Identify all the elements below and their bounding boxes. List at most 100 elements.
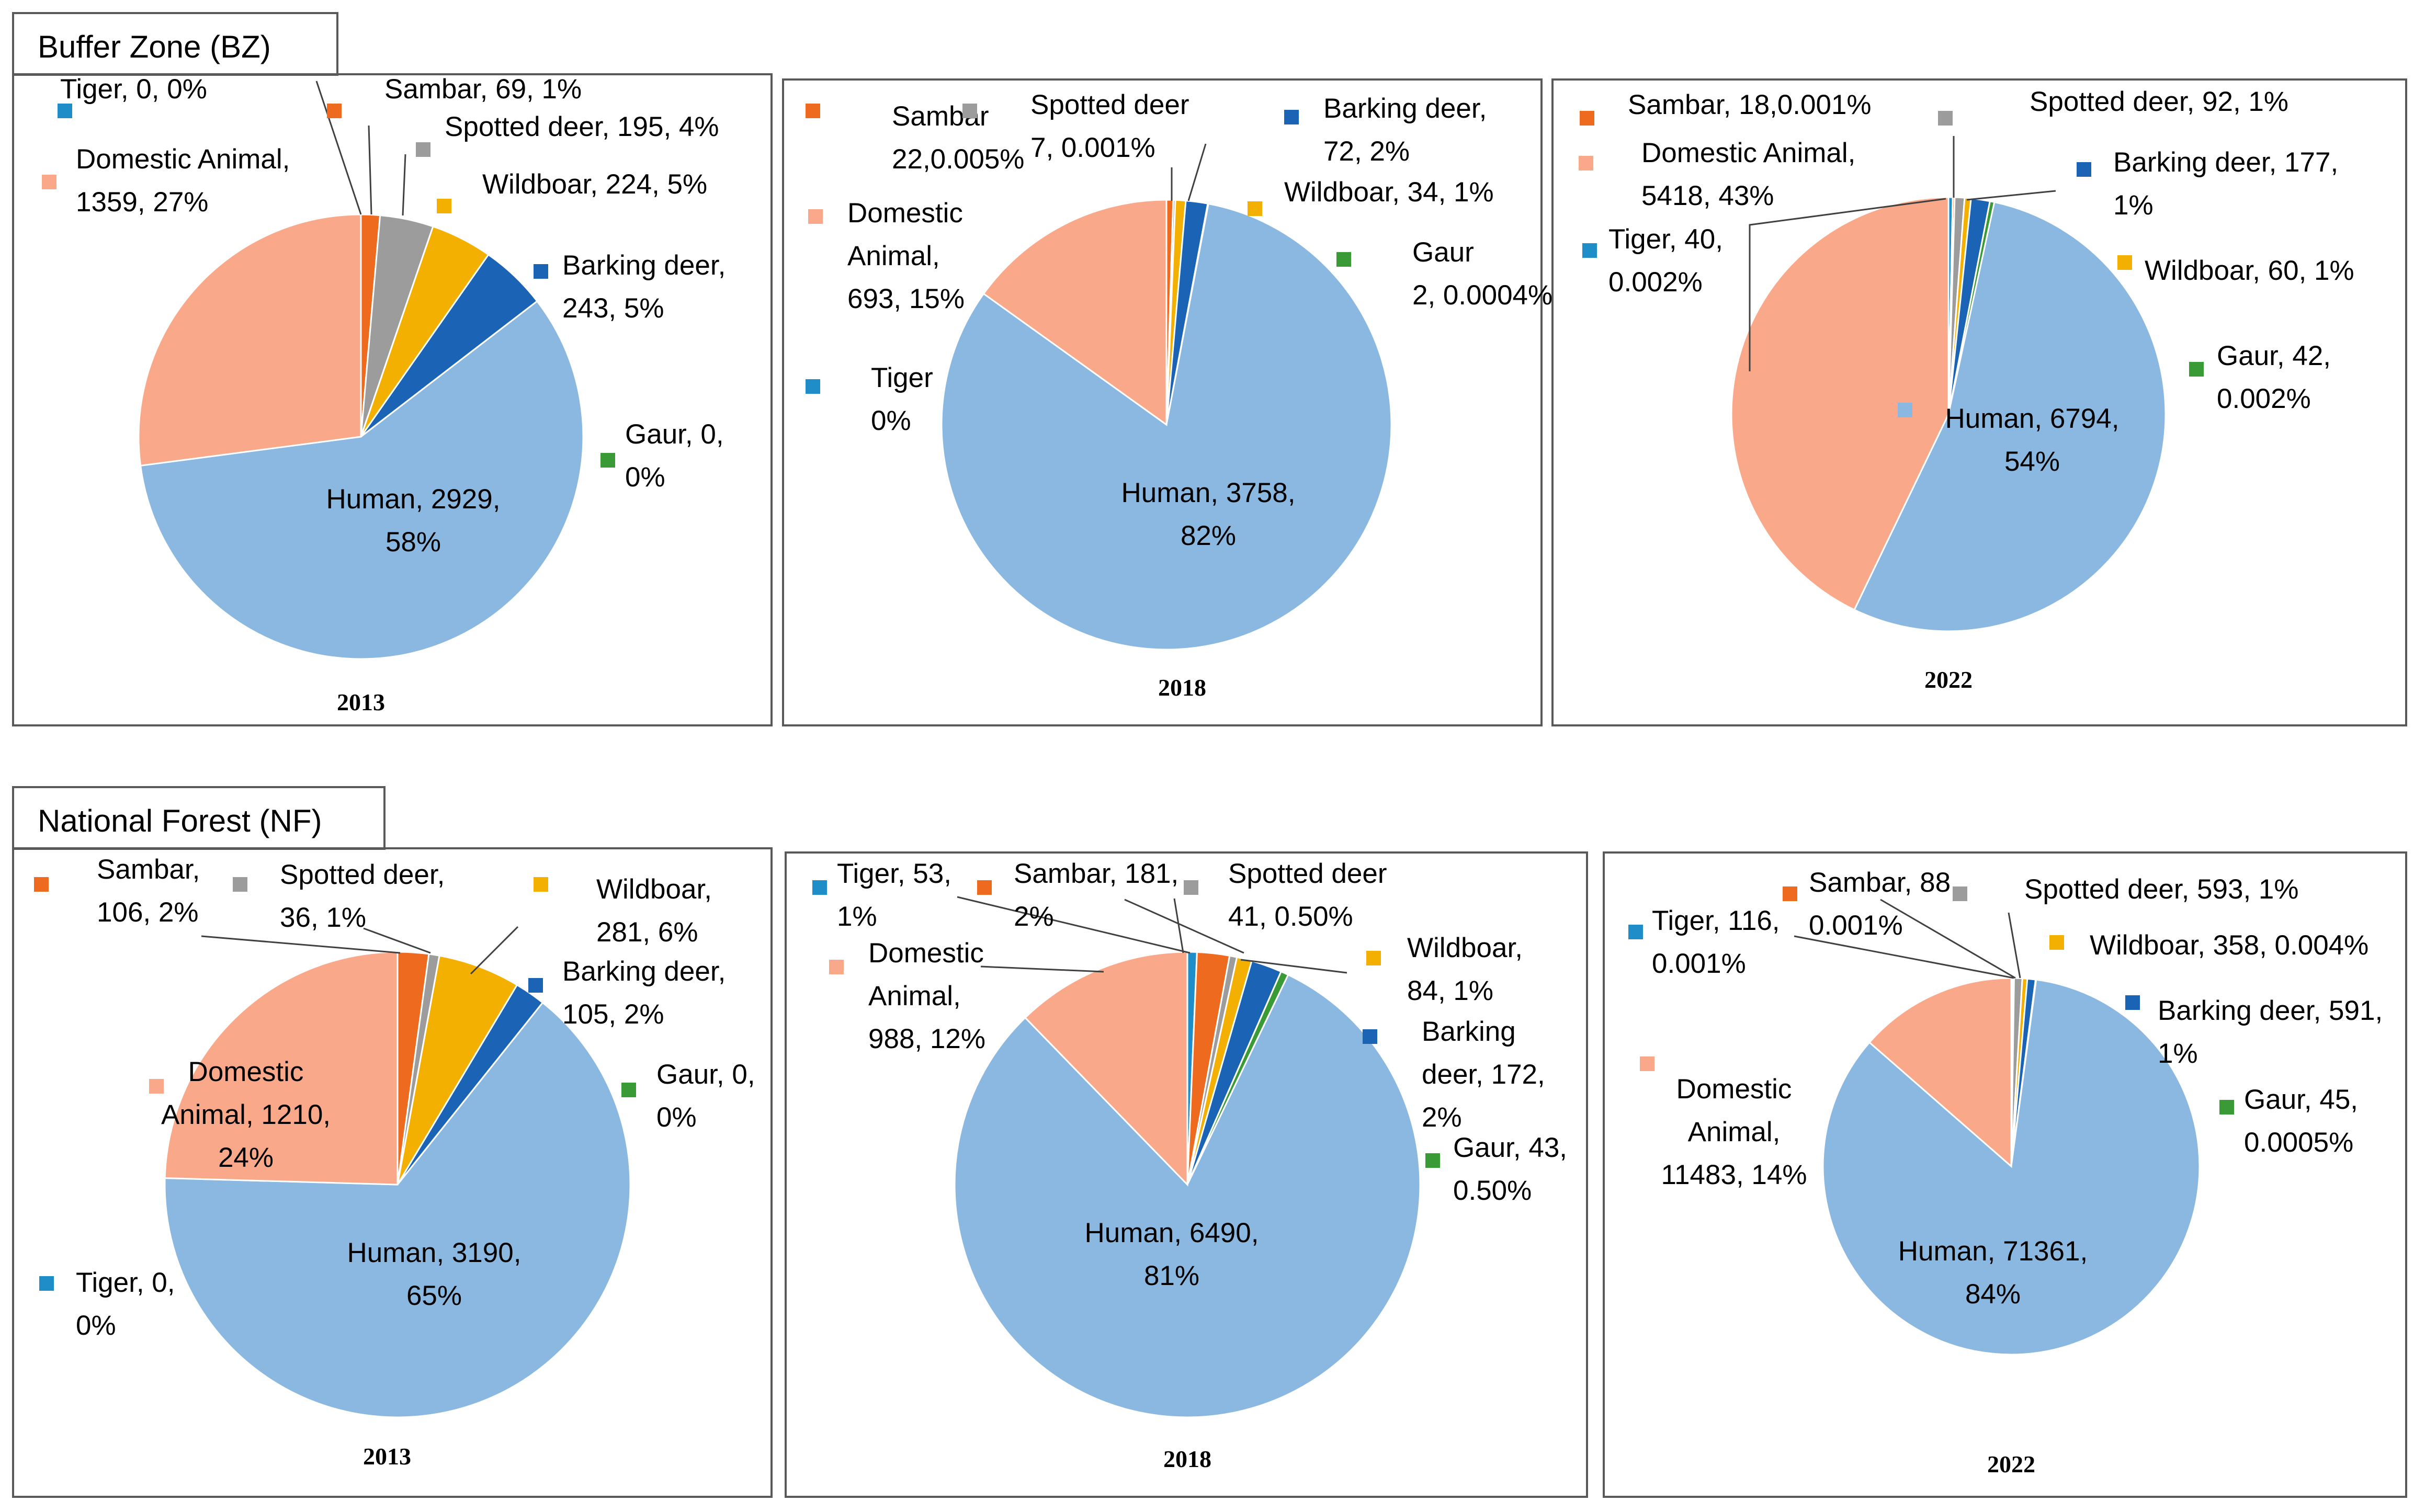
section-tab-bz: Buffer Zone (BZ) bbox=[12, 12, 338, 76]
legend-key-wildboar bbox=[534, 877, 548, 892]
panel-frame-bz-2013 bbox=[12, 73, 773, 726]
leader-line-wildboar bbox=[470, 926, 519, 975]
data-label-wildboar: Wildboar, 84, 1% bbox=[1407, 933, 1523, 1006]
pie-slice-domestic-animal bbox=[982, 199, 1168, 426]
legend-key-human-extra bbox=[1898, 403, 1912, 417]
data-label-sambar: Sambar, 18,0.001% bbox=[1628, 89, 1872, 120]
legend-key-barking-deer bbox=[1284, 110, 1299, 124]
section-tab-nf: National Forest (NF) bbox=[12, 786, 386, 850]
legend-key-wildboar bbox=[1248, 201, 1262, 216]
data-label-wildboar: Wildboar, 34, 1% bbox=[1284, 177, 1494, 208]
legend-key-sambar bbox=[34, 877, 49, 892]
data-label-spotted-deer: Spotted deer 41, 0.50% bbox=[1228, 858, 1387, 932]
legend-key-sambar bbox=[327, 104, 342, 118]
legend-key-tiger bbox=[58, 104, 72, 118]
data-label-gaur: Gaur 2, 0.0004% bbox=[1412, 237, 1552, 311]
legend-key-barking-deer bbox=[528, 978, 543, 993]
data-label-spotted-deer: Spotted deer, 92, 1% bbox=[2030, 86, 2288, 117]
data-label-gaur: Gaur, 45, 0.0005% bbox=[2244, 1084, 2358, 1158]
legend-key-sambar bbox=[806, 104, 820, 118]
pie-slice-domestic-animal bbox=[1024, 951, 1188, 1187]
data-label-spotted-deer: Spotted deer, 195, 4% bbox=[445, 111, 719, 142]
legend-key-spotted-deer bbox=[416, 142, 430, 157]
legend-key-wildboar bbox=[2049, 935, 2064, 950]
pie-chart-nf-2013: Tiger, 0, 0% Sambar, 106, 2% Spotted deer, 36… bbox=[34, 854, 755, 1470]
data-label-tiger: Tiger, 0, 0% bbox=[60, 74, 207, 105]
panel-frame-bz-2018 bbox=[782, 78, 1543, 726]
data-label-tiger: Tiger, 53, 1% bbox=[837, 858, 951, 932]
legend-key-domestic-animal bbox=[1640, 1056, 1654, 1071]
pie-slice-human bbox=[940, 202, 1392, 651]
legend-key-gaur bbox=[2219, 1100, 2234, 1115]
legend-key-gaur bbox=[1336, 252, 1351, 267]
pie-chart-nf-2022: Tiger, 116, 0.001% Sambar, 88, 0.001% Spotte… bbox=[1628, 867, 2383, 1477]
data-label-domestic-animal: Domestic Animal, 1210, 24% bbox=[161, 1056, 331, 1173]
data-label-wildboar: Wildboar, 358, 0.004% bbox=[2090, 930, 2368, 961]
legend-key-wildboar bbox=[1366, 951, 1381, 965]
leader-line-sambar bbox=[1880, 899, 2016, 979]
legend-key-wildboar bbox=[2117, 255, 2132, 270]
year-label: 2013 bbox=[337, 689, 385, 715]
leader-line-barking-deer bbox=[1966, 190, 2056, 201]
data-label-tiger: Tiger 0% bbox=[871, 362, 933, 436]
leader-line-spotted-deer bbox=[1173, 898, 1184, 953]
pie-slice-domestic-animal bbox=[164, 951, 399, 1186]
legend-key-tiger bbox=[39, 1276, 54, 1291]
pie-slice-human bbox=[139, 300, 584, 660]
leader-line-tiger bbox=[315, 81, 362, 215]
data-label-gaur: Gaur, 43, 0.50% bbox=[1453, 1132, 1567, 1206]
legend-key-spotted-deer bbox=[1953, 886, 1967, 901]
data-label-barking-deer: Barking deer, 172, 2% bbox=[1422, 1016, 1545, 1133]
leader-line-tiger bbox=[1794, 935, 2014, 979]
legend-key-barking-deer bbox=[2125, 995, 2140, 1010]
data-label-sambar: Sambar, 69, 1% bbox=[384, 74, 582, 105]
data-label-human: Human, 6490, 81% bbox=[1085, 1218, 1259, 1291]
section-title-nf: National Forest (NF) bbox=[38, 803, 322, 838]
panel-frame-bz-2022 bbox=[1551, 78, 2407, 726]
data-label-tiger: Tiger, 40, 0.002% bbox=[1608, 224, 1723, 298]
data-label-human: Human, 6794, 54% bbox=[1945, 403, 2120, 477]
pie-slice-human bbox=[954, 973, 1421, 1418]
data-label-tiger: Tiger, 116, 0.001% bbox=[1652, 905, 1780, 979]
legend-key-domestic-animal bbox=[829, 960, 844, 974]
data-label-spotted-deer: Spotted deer, 36, 1% bbox=[280, 859, 445, 933]
panel-frame-nf-2018 bbox=[785, 851, 1588, 1498]
data-label-spotted-deer: Spotted deer 7, 0.001% bbox=[1030, 89, 1189, 163]
data-label-gaur: Gaur, 0, 0% bbox=[656, 1059, 755, 1133]
data-label-spotted-deer: Spotted deer, 593, 1% bbox=[2024, 874, 2299, 905]
data-label-barking-deer: Barking deer, 105, 2% bbox=[562, 956, 726, 1030]
legend-key-wildboar bbox=[437, 199, 451, 213]
legend-key-gaur bbox=[621, 1083, 636, 1097]
pie-slice-domestic-animal bbox=[1868, 977, 2012, 1168]
leader-line-domestic-animal bbox=[1749, 198, 1946, 371]
legend-key-barking-deer bbox=[1363, 1029, 1377, 1044]
leader-line-sambar bbox=[201, 935, 401, 954]
data-label-wildboar: Wildboar, 60, 1% bbox=[2145, 255, 2354, 286]
data-label-wildboar: Wildboar, 224, 5% bbox=[482, 169, 707, 200]
pie-chart-bz-2013: Tiger, 0, 0% Sambar, 69, 1% Spotted deer, … bbox=[42, 74, 726, 715]
year-label: 2022 bbox=[1924, 666, 1973, 693]
leader-line-tiger bbox=[957, 896, 1191, 954]
legend-key-spotted-deer bbox=[962, 104, 977, 118]
pie-layer: Tiger, 0, 0% Sambar, 69, 1% Spotted deer, … bbox=[34, 74, 2383, 1477]
pie-slice-human bbox=[1853, 201, 2167, 632]
data-label-sambar: Sambar, 88, 0.001% bbox=[1809, 867, 1958, 941]
pie-chart-nf-2018: Tiger, 53, 1% Sambar, 181, 2% Spotted deer 41… bbox=[812, 858, 1567, 1472]
year-label: 2013 bbox=[363, 1443, 411, 1470]
legend-key-barking-deer bbox=[534, 264, 548, 279]
legend-key-domestic-animal bbox=[149, 1079, 164, 1094]
data-label-barking-deer: Barking deer, 177, 1% bbox=[2113, 147, 2338, 221]
legend-key-sambar bbox=[1783, 886, 1797, 901]
year-label: 2018 bbox=[1163, 1446, 1211, 1472]
data-label-human: Human, 71361, 84% bbox=[1898, 1236, 2088, 1310]
leader-line-barking-deer bbox=[1187, 143, 1207, 201]
data-label-domestic-animal: Domestic Animal, 693, 15% bbox=[847, 198, 965, 314]
year-label: 2022 bbox=[1987, 1451, 2035, 1477]
legend-key-spotted-deer bbox=[233, 877, 247, 892]
legend-key-spotted-deer bbox=[1938, 111, 1953, 126]
data-label-sambar: Sambar, 106, 2% bbox=[97, 854, 200, 928]
year-label: 2018 bbox=[1158, 674, 1206, 701]
data-label-gaur: Gaur, 0, 0% bbox=[625, 419, 724, 493]
legend-key-gaur bbox=[2189, 362, 2204, 377]
